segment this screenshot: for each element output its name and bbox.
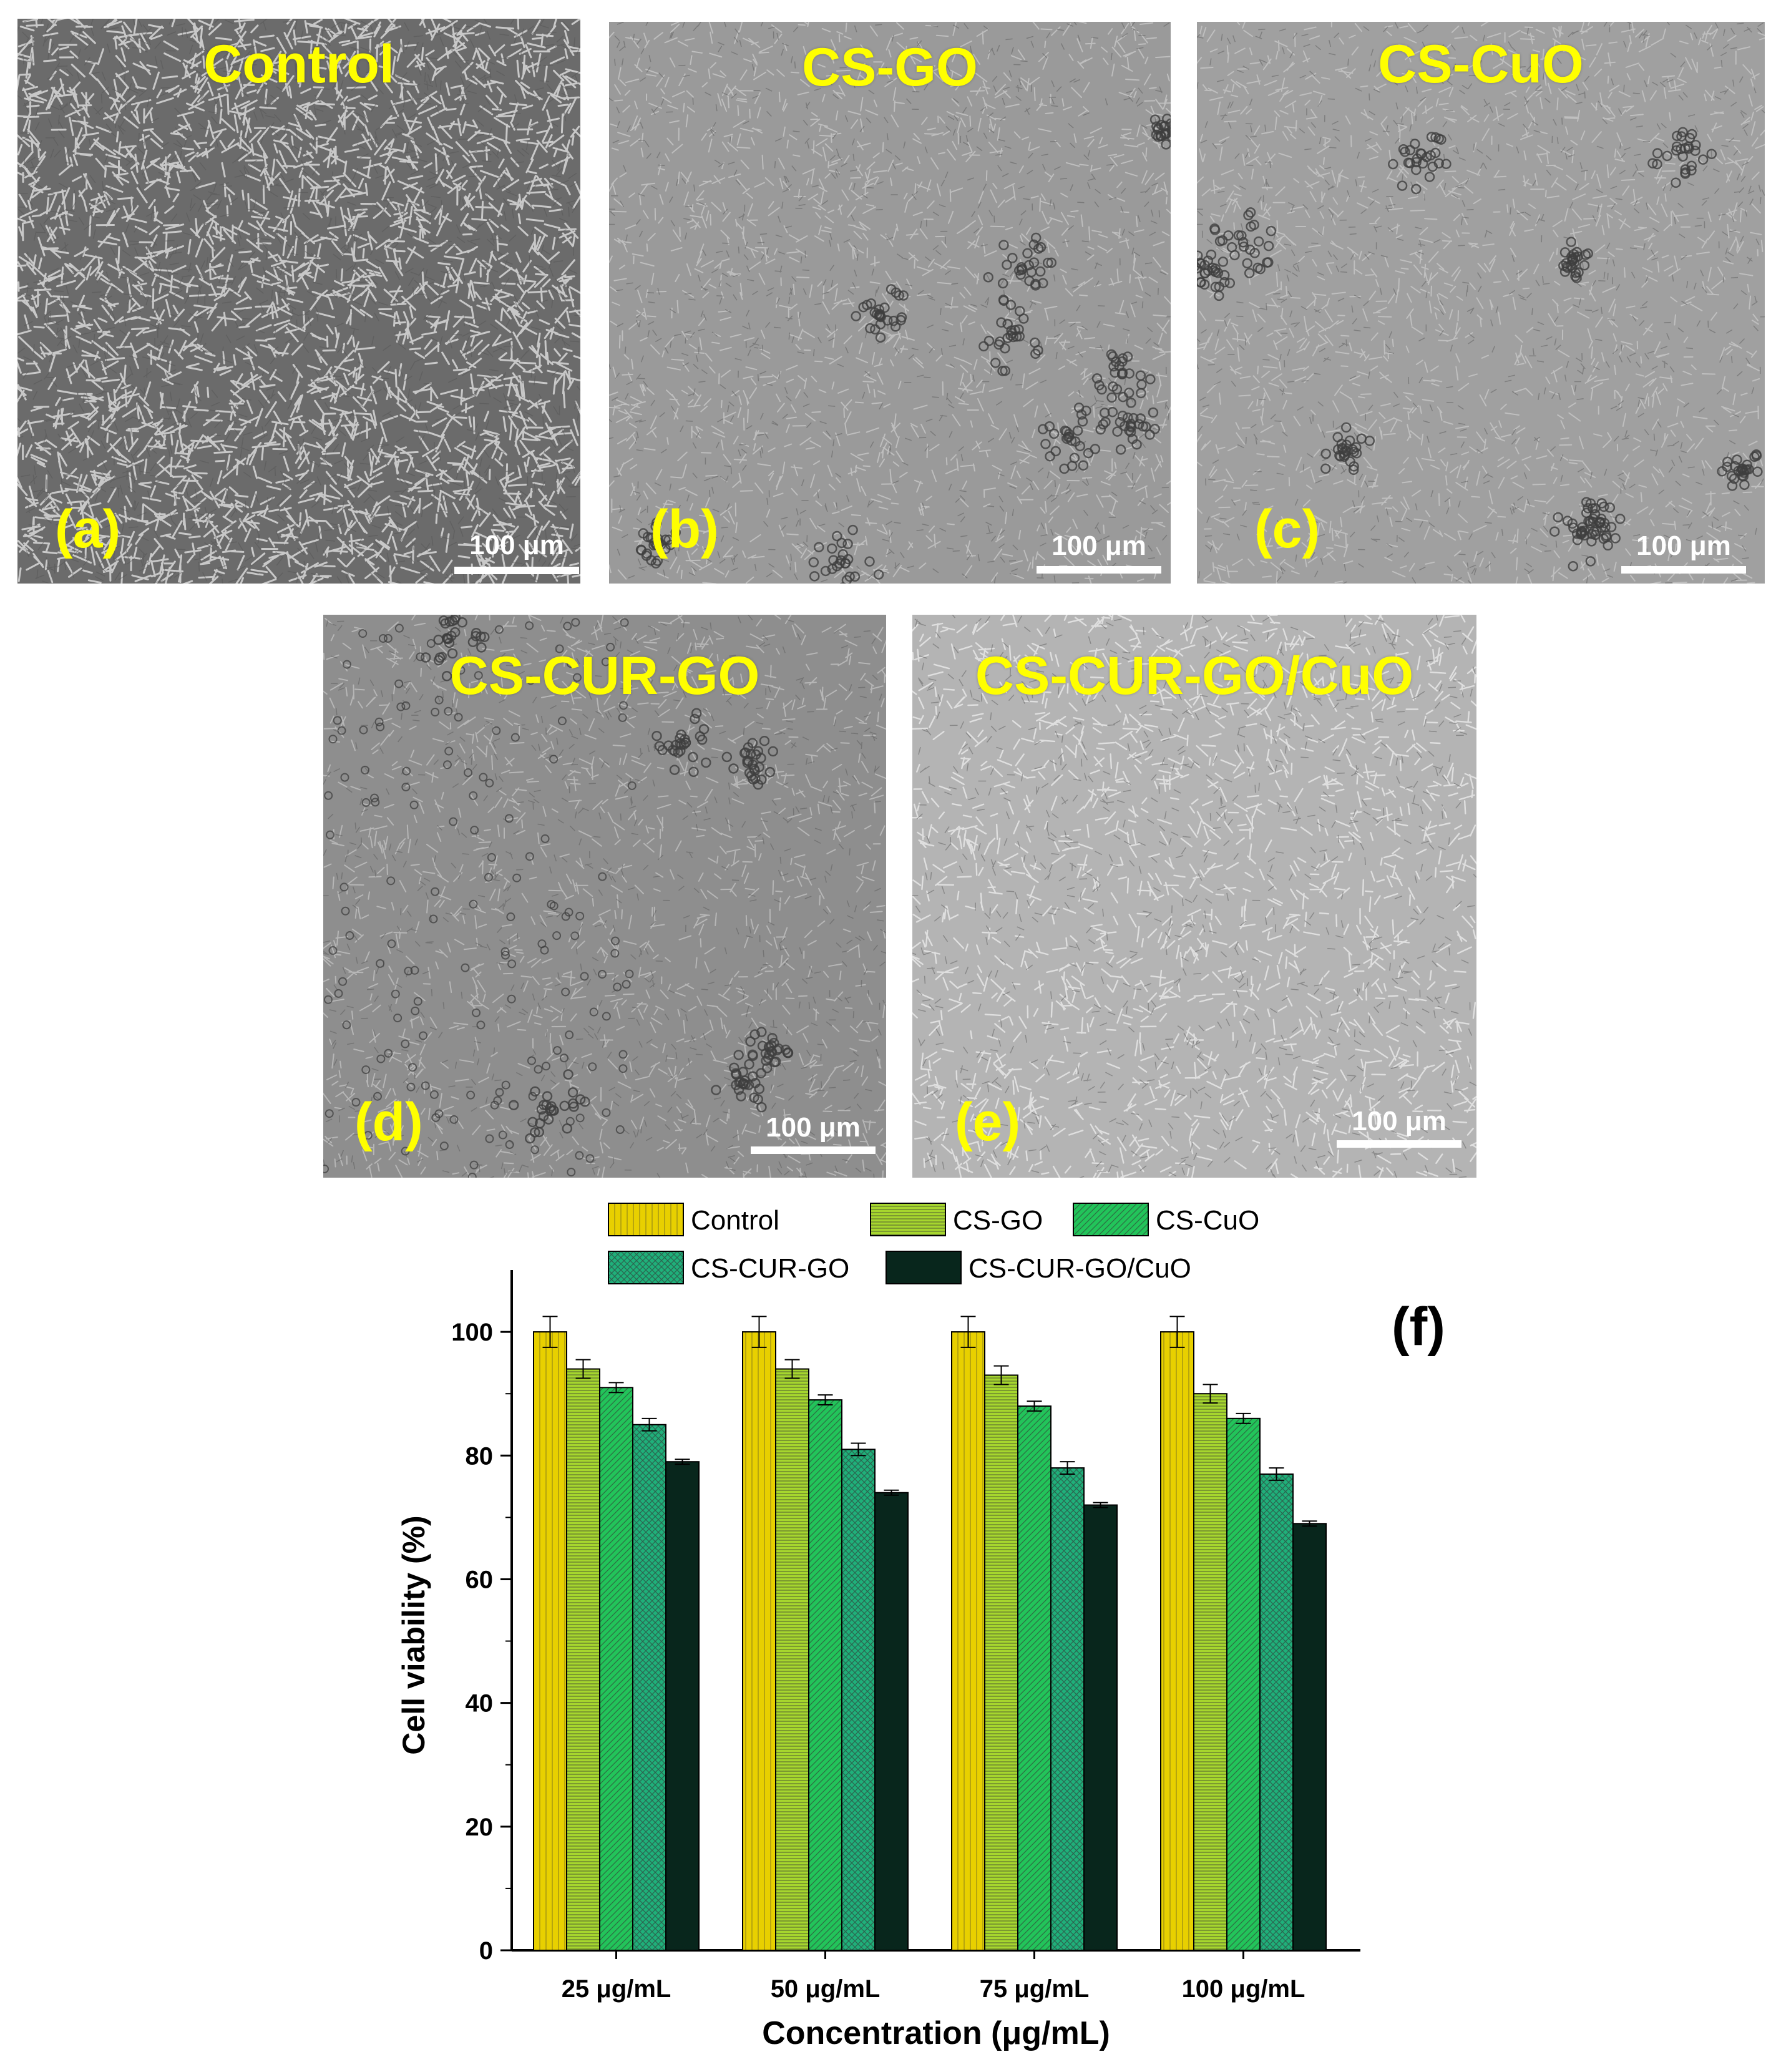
scale-bar (1621, 566, 1746, 574)
error-bar (884, 1489, 899, 1496)
x-tick-label: 25 μg/mL (562, 1975, 671, 2003)
scale-bar-label: 100 μm (1636, 530, 1731, 561)
legend-swatch (608, 1251, 684, 1284)
panel-title: CS-GO (802, 37, 978, 97)
bar (599, 1387, 633, 1952)
y-tick-label: 60 (466, 1566, 494, 1593)
panel-letter: (b) (650, 499, 719, 559)
panel-letter-f: (f) (1392, 1297, 1445, 1357)
panel-letter: (d) (354, 1092, 423, 1152)
error-bar (993, 1365, 1009, 1385)
error-bar (1169, 1316, 1185, 1348)
error-bar (575, 1359, 591, 1379)
scale-bar (1037, 566, 1161, 574)
error-bar (1302, 1520, 1317, 1527)
legend-swatch (870, 1203, 946, 1236)
scale-bar-label: 100 μm (1051, 530, 1146, 561)
bar (874, 1492, 909, 1951)
bar (1017, 1405, 1051, 1951)
legend-swatch (886, 1251, 962, 1284)
y-axis-label: Cell viability (%) (396, 1515, 431, 1754)
error-bar (851, 1442, 866, 1457)
scale-bar (751, 1146, 876, 1154)
scale-bar-label: 100 μm (469, 530, 564, 560)
bar (665, 1461, 700, 1951)
bar (1083, 1504, 1118, 1951)
bar (1193, 1393, 1227, 1951)
micrograph-texture (1197, 22, 1765, 584)
panel-title: CS-CUR-GO (449, 646, 760, 706)
error-bar (817, 1394, 833, 1406)
error-bar (675, 1459, 690, 1465)
panel-letter: (a) (55, 499, 121, 559)
bar (742, 1331, 776, 1952)
micrograph-panel-e: CS-CUR-GO/CuO (e) 100 μm (912, 615, 1476, 1178)
panel-title: CS-CuO (1378, 34, 1584, 94)
x-tick-label: 100 μg/mL (1182, 1975, 1305, 2003)
error-bar (1027, 1400, 1042, 1412)
micrograph-panel-b: CS-GO (b) 100 μm (609, 22, 1171, 584)
micrograph-texture (912, 615, 1476, 1178)
scale-bar-label: 100 μm (766, 1112, 861, 1143)
panel-letter: (c) (1254, 499, 1320, 559)
error-bar (960, 1316, 976, 1348)
legend-swatch (608, 1203, 684, 1236)
error-bar (1060, 1461, 1075, 1475)
legend-label: CS-CUR-GO/CuO (969, 1253, 1191, 1284)
legend-label: CS-CuO (1156, 1205, 1259, 1236)
error-bar (642, 1417, 657, 1432)
bar (566, 1368, 600, 1951)
bar (951, 1331, 985, 1952)
micrograph-texture (323, 615, 886, 1178)
y-tick-label: 40 (466, 1690, 494, 1718)
legend-label: CS-CUR-GO (691, 1253, 849, 1284)
bar (984, 1374, 1018, 1952)
y-tick-label: 0 (479, 1937, 493, 1965)
bar (533, 1331, 567, 1952)
bar (1259, 1473, 1294, 1951)
scale-bar (1337, 1140, 1461, 1148)
bar (1050, 1467, 1085, 1952)
bar (1226, 1417, 1261, 1951)
bar (808, 1399, 842, 1952)
error-bar (784, 1359, 800, 1379)
scale-bar-label: 100 μm (1352, 1106, 1447, 1136)
panel-title: CS-CUR-GO/CuO (975, 646, 1414, 706)
legend-label: Control (691, 1205, 779, 1236)
error-bar (1269, 1467, 1284, 1481)
micrograph-panel-d: CS-CUR-GO (d) 100 μm (323, 615, 886, 1178)
error-bar (1203, 1384, 1218, 1404)
micrograph-panel-a: Control (a) 100 μm (17, 19, 580, 584)
panel-letter: (e) (955, 1092, 1021, 1152)
y-tick-label: 100 (451, 1319, 493, 1346)
x-tick-label: 50 μg/mL (771, 1975, 881, 2003)
error-bar (1236, 1412, 1251, 1424)
error-bar (542, 1316, 558, 1348)
bar (775, 1368, 809, 1951)
legend-swatch (1073, 1203, 1149, 1236)
micrograph-panel-c: CS-CuO (c) 100 μm (1197, 22, 1765, 584)
y-tick-label: 80 (466, 1442, 494, 1470)
bar (1292, 1523, 1327, 1951)
bar (1160, 1331, 1194, 1952)
y-tick-label: 20 (466, 1814, 494, 1841)
bar (632, 1424, 666, 1951)
x-tick-label: 75 μg/mL (980, 1975, 1090, 2003)
error-bar (1093, 1502, 1108, 1508)
bar (841, 1449, 876, 1951)
x-axis-label: Concentration (μg/mL) (762, 2015, 1110, 2051)
panel-title: Control (203, 34, 394, 94)
error-bar (751, 1316, 767, 1348)
micrograph-texture (609, 22, 1171, 584)
scale-bar (454, 567, 579, 574)
legend-label: CS-GO (953, 1205, 1043, 1236)
micrograph-texture (17, 19, 580, 584)
error-bar (608, 1382, 624, 1394)
cell-viability-bar-chart: 0 20 40 60 80 100 25 μg/mL 50 μg/mL 75 μg/mL 100 … (396, 1203, 1445, 2051)
